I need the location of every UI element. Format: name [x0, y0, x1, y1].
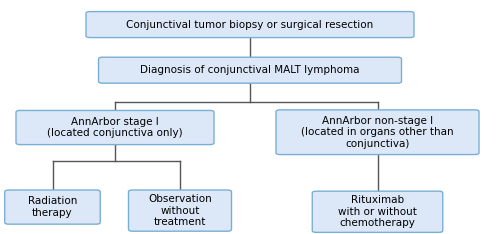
FancyBboxPatch shape	[312, 191, 443, 232]
Text: Conjunctival tumor biopsy or surgical resection: Conjunctival tumor biopsy or surgical re…	[126, 20, 374, 29]
FancyBboxPatch shape	[86, 11, 414, 37]
Text: AnnArbor stage I
(located conjunctiva only): AnnArbor stage I (located conjunctiva on…	[47, 117, 183, 138]
Text: Rituximab
with or without
chemotherapy: Rituximab with or without chemotherapy	[338, 195, 417, 228]
FancyBboxPatch shape	[98, 57, 402, 83]
FancyBboxPatch shape	[128, 190, 232, 231]
Text: Observation
without
treatment: Observation without treatment	[148, 194, 212, 227]
Text: AnnArbor non-stage I
(located in organs other than
conjunctiva): AnnArbor non-stage I (located in organs …	[301, 116, 454, 149]
FancyBboxPatch shape	[276, 110, 479, 154]
Text: Diagnosis of conjunctival MALT lymphoma: Diagnosis of conjunctival MALT lymphoma	[140, 65, 360, 75]
FancyBboxPatch shape	[5, 190, 100, 224]
Text: Radiation
therapy: Radiation therapy	[28, 196, 77, 218]
FancyBboxPatch shape	[16, 110, 214, 145]
